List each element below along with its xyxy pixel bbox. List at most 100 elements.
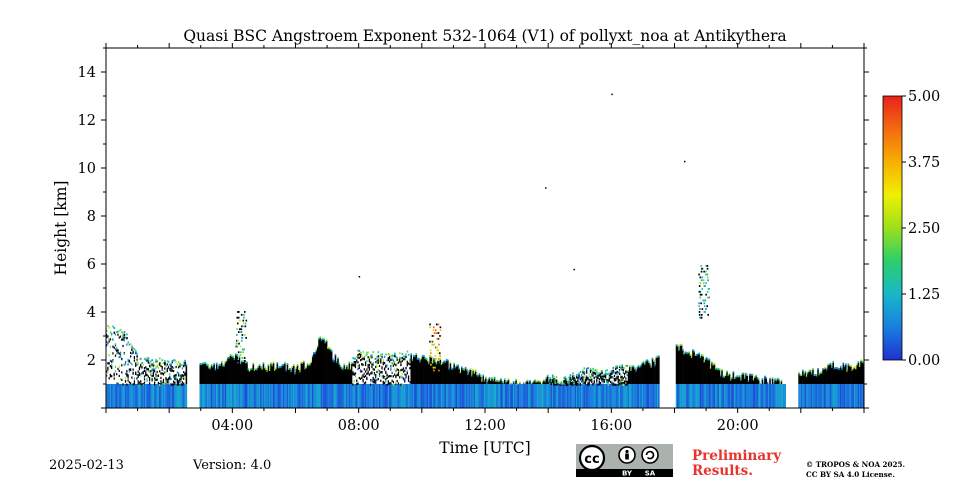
elevated-feature-cell <box>243 348 245 351</box>
cloud-cell <box>243 361 246 384</box>
cloud-cell <box>506 380 509 384</box>
layer-edge-cell <box>822 368 824 371</box>
layer-edge-cell <box>717 367 720 370</box>
cloud-speckle <box>175 374 178 377</box>
aerosol-cell <box>563 384 565 408</box>
cloud-cell <box>148 363 151 384</box>
cloud-speckle <box>147 359 150 362</box>
cloud-speckle <box>170 365 172 368</box>
cloud-speckle <box>121 371 123 374</box>
cloud-speckle <box>154 383 156 386</box>
aerosol-cell <box>545 384 548 408</box>
elevated-feature-cell <box>706 276 709 279</box>
cloud-speckle <box>169 368 171 371</box>
cloud-speckle <box>555 383 558 386</box>
layer-edge-cell <box>404 355 406 358</box>
cloud-speckle <box>593 371 596 375</box>
cloud-speckle <box>130 355 132 358</box>
aerosol-cell <box>340 384 343 408</box>
cloud-speckle <box>179 374 181 377</box>
cloud-speckle <box>131 363 133 366</box>
cloud-cell <box>185 364 188 384</box>
cloud-cell <box>544 381 546 384</box>
cloud-speckle <box>620 382 622 385</box>
layer-edge-cell <box>492 379 495 382</box>
aerosol-cell <box>208 384 210 408</box>
y-tick-label: 12 <box>78 113 96 129</box>
aerosol-cell <box>138 384 141 408</box>
cloud-speckle <box>172 383 175 386</box>
aerosol-cell <box>295 384 298 408</box>
cloud-cell <box>244 362 247 384</box>
layer-edge-cell <box>371 354 373 357</box>
elevated-feature-cell <box>698 273 700 276</box>
cloud-cell <box>252 363 255 384</box>
cloud-cell <box>132 348 135 384</box>
cloud-speckle <box>146 359 148 362</box>
layer-edge-cell <box>627 369 630 372</box>
aerosol-cell <box>455 384 458 408</box>
layer-edge-cell <box>819 371 822 374</box>
cloud-speckle <box>612 382 615 385</box>
cloud-speckle <box>136 377 138 380</box>
cloud-speckle <box>579 376 582 379</box>
elevated-feature-cell <box>698 313 701 316</box>
aerosol-cell <box>472 384 474 408</box>
cloud-cell <box>466 369 468 384</box>
layer-edge-cell <box>612 366 615 369</box>
layer-edge-cell <box>119 328 122 331</box>
elevated-feature-cell <box>435 323 438 326</box>
aerosol-cell <box>620 384 622 408</box>
cloud-speckle <box>122 383 124 386</box>
cloud-cell <box>853 367 856 384</box>
elevated-feature-cell <box>437 349 439 352</box>
layer-edge-cell <box>630 368 632 371</box>
elevated-feature-cell <box>705 308 707 310</box>
layer-edge-cell <box>555 376 558 379</box>
layer-edge-cell <box>543 378 545 381</box>
cloud-speckle <box>563 382 565 385</box>
cloud-speckle <box>400 369 402 372</box>
aerosol-cell <box>127 384 130 408</box>
cloud-cell <box>343 364 346 384</box>
elevated-feature-cell <box>239 345 242 348</box>
layer-edge-cell <box>500 378 502 381</box>
cloud-cell <box>769 378 771 384</box>
cloud-cell <box>815 375 818 384</box>
cloud-cell <box>754 376 756 384</box>
cloud-speckle <box>391 358 394 361</box>
elevated-feature-cell <box>703 299 706 302</box>
layer-edge-cell <box>207 364 209 367</box>
layer-edge-cell <box>827 364 829 367</box>
cloud-speckle <box>385 364 387 367</box>
layer-edge-cell <box>615 365 617 368</box>
cloud-speckle <box>610 380 612 383</box>
aerosol-cell <box>553 384 555 408</box>
layer-edge-cell <box>578 372 581 375</box>
aerosol-cell <box>487 384 490 408</box>
layer-edge-cell <box>474 369 477 372</box>
cloud-cell <box>843 365 846 384</box>
aerosol-cell <box>861 384 864 408</box>
cloud-speckle <box>367 364 370 367</box>
cloud-cell <box>319 337 322 384</box>
cloud-speckle <box>363 375 366 378</box>
layer-edge-cell <box>203 362 205 365</box>
aerosol-cell <box>316 384 319 408</box>
cloud-speckle <box>155 360 157 363</box>
cloud-cell <box>545 377 548 384</box>
cloud-speckle <box>387 375 390 378</box>
layer-edge-cell <box>143 357 146 360</box>
cloud-speckle <box>367 372 370 375</box>
elevated-feature-cell <box>236 328 238 331</box>
layer-edge-cell <box>605 370 607 373</box>
cloud-speckle <box>589 383 592 386</box>
cloud-cell <box>256 369 258 384</box>
aerosol-cell <box>775 384 778 408</box>
cloud-cell <box>507 379 510 384</box>
cloud-speckle <box>359 359 362 362</box>
cloud-speckle <box>162 382 165 385</box>
layer-edge-cell <box>536 379 539 382</box>
layer-edge-cell <box>289 367 291 370</box>
cloud-speckle <box>135 352 137 355</box>
